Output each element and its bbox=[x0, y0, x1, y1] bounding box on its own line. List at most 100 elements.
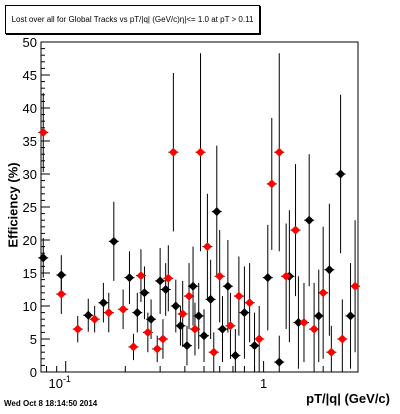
x-tick-label-1: 1 bbox=[260, 376, 267, 391]
point-marker bbox=[158, 334, 168, 344]
data-point bbox=[170, 279, 181, 333]
point-marker bbox=[218, 324, 228, 334]
y-tick-label: 20 bbox=[23, 233, 37, 248]
point-marker bbox=[350, 281, 360, 291]
point-marker bbox=[184, 291, 194, 301]
y-tick-labels: 0 5 10 15 20 25 30 35 40 45 50 bbox=[23, 35, 37, 380]
point-marker bbox=[202, 242, 212, 252]
y-tick-label: 50 bbox=[23, 35, 37, 50]
point-marker bbox=[337, 334, 347, 344]
point-marker bbox=[190, 324, 200, 334]
data-point bbox=[72, 315, 83, 343]
data-point bbox=[345, 263, 356, 369]
point-marker bbox=[223, 281, 233, 291]
point-marker bbox=[168, 147, 178, 157]
data-point bbox=[181, 325, 192, 366]
point-marker bbox=[263, 273, 273, 283]
x-axis-label: pT/|q| (GeV/c) bbox=[306, 391, 390, 406]
point-marker bbox=[324, 265, 334, 275]
data-point bbox=[225, 292, 236, 359]
point-marker bbox=[291, 225, 301, 235]
point-marker bbox=[38, 253, 48, 263]
y-tick-label: 45 bbox=[23, 68, 37, 83]
point-marker bbox=[239, 308, 249, 318]
point-marker bbox=[109, 236, 119, 246]
data-point bbox=[281, 223, 292, 330]
data-point bbox=[177, 280, 188, 347]
data-point bbox=[326, 325, 337, 372]
point-marker bbox=[171, 301, 181, 311]
x-tick-label-0.1: 10-1 bbox=[48, 374, 70, 391]
point-marker bbox=[83, 310, 93, 320]
point-marker bbox=[182, 341, 192, 351]
data-point bbox=[205, 259, 216, 339]
data-point bbox=[188, 246, 199, 326]
data-point bbox=[157, 319, 168, 359]
data-point bbox=[135, 249, 146, 303]
data-point bbox=[304, 154, 315, 287]
point-marker bbox=[250, 341, 260, 351]
point-marker bbox=[152, 344, 162, 354]
point-marker bbox=[163, 273, 173, 283]
point-marker bbox=[196, 147, 206, 157]
point-marker bbox=[299, 318, 309, 327]
point-marker bbox=[161, 285, 171, 294]
data-point bbox=[217, 296, 228, 363]
y-tick-label: 25 bbox=[23, 200, 37, 215]
data-point bbox=[189, 302, 200, 356]
point-marker bbox=[178, 309, 188, 319]
point-marker bbox=[234, 291, 244, 301]
point-marker bbox=[194, 311, 204, 321]
data-point bbox=[195, 53, 206, 252]
data-point bbox=[89, 306, 100, 333]
data-point bbox=[202, 193, 213, 300]
point-marker bbox=[188, 281, 198, 291]
data-point bbox=[155, 247, 166, 314]
y-tick-label: 40 bbox=[23, 101, 37, 116]
data-point bbox=[313, 269, 324, 363]
data-point bbox=[56, 274, 67, 314]
data-point bbox=[108, 201, 119, 281]
y-axis-label: Efficiency (%) bbox=[5, 162, 21, 248]
point-marker bbox=[73, 324, 83, 334]
data-point bbox=[132, 292, 143, 333]
point-marker bbox=[212, 207, 222, 217]
point-marker bbox=[56, 289, 66, 299]
data-point bbox=[222, 240, 233, 333]
point-marker bbox=[98, 298, 108, 308]
point-marker bbox=[336, 169, 346, 179]
point-marker bbox=[326, 347, 336, 357]
data-point bbox=[298, 282, 309, 363]
data-point bbox=[337, 299, 348, 372]
data-point bbox=[128, 333, 139, 361]
point-marker bbox=[206, 294, 216, 304]
chart-title: Lost over all for Global Tracks vs pT/|q… bbox=[5, 5, 260, 34]
data-point bbox=[163, 245, 174, 312]
y-tick-label: 15 bbox=[23, 266, 37, 281]
point-marker bbox=[225, 321, 235, 331]
point-marker bbox=[346, 311, 356, 321]
data-point bbox=[262, 224, 273, 331]
data-point bbox=[335, 94, 346, 254]
point-marker bbox=[314, 311, 324, 321]
point-marker bbox=[90, 314, 100, 324]
data-point bbox=[266, 117, 277, 250]
data-point bbox=[103, 292, 114, 333]
point-marker bbox=[136, 271, 146, 281]
point-marker bbox=[274, 357, 284, 367]
point-marker bbox=[155, 276, 165, 286]
timestamp: Wed Oct 8 18:14:50 2014 bbox=[4, 399, 98, 408]
data-point bbox=[254, 306, 265, 372]
point-marker bbox=[146, 314, 156, 324]
data-point bbox=[118, 289, 129, 330]
data-point bbox=[184, 263, 195, 330]
y-tick-label: 30 bbox=[23, 167, 37, 182]
x-tick-labels: 10-1 1 bbox=[48, 374, 267, 391]
point-marker bbox=[124, 273, 134, 283]
point-marker bbox=[118, 304, 128, 314]
point-marker bbox=[38, 127, 48, 137]
point-marker bbox=[104, 308, 114, 318]
data-point bbox=[168, 73, 179, 232]
data-point bbox=[38, 238, 49, 278]
